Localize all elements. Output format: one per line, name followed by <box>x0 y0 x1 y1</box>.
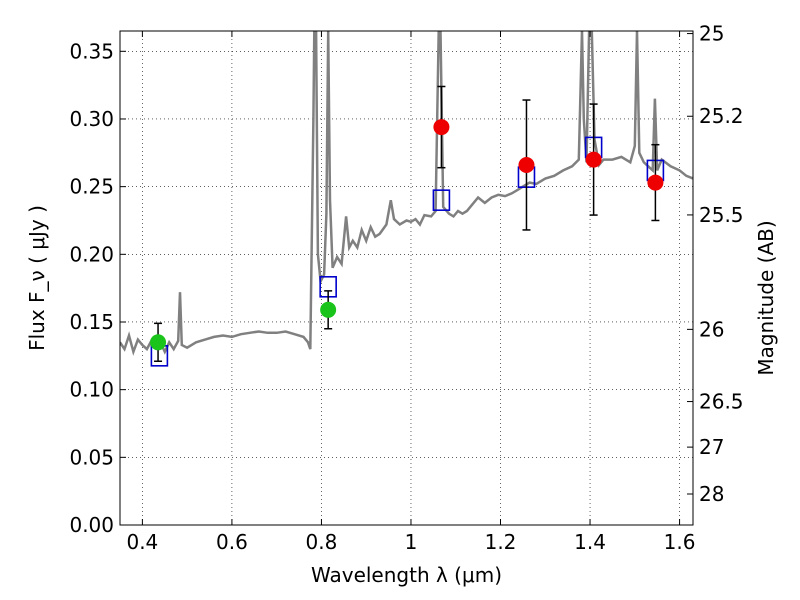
observed-photometry-series <box>150 119 664 351</box>
x-tick-label: 1 <box>405 530 418 554</box>
right-tick-label: 25 <box>699 22 724 46</box>
x-tick-label: 0.8 <box>306 530 338 554</box>
observed-point-red <box>647 174 664 191</box>
y-tick-label: 0.10 <box>69 378 114 402</box>
y-tick-label: 0.05 <box>69 445 114 469</box>
x-tick-label: 0.4 <box>126 530 158 554</box>
x-axis-title: Wavelength λ (μm) <box>311 563 502 587</box>
y-tick-label: 0.00 <box>69 513 114 537</box>
grid-lines <box>120 31 693 526</box>
spectrum-series <box>120 31 693 356</box>
observed-point-green <box>150 334 167 351</box>
right-axis-title: Magnitude (AB) <box>754 220 778 375</box>
y-tick-label: 0.35 <box>69 39 114 63</box>
model-point <box>432 189 451 211</box>
tick-labels: 0.4 0.6 0.8 1 1.2 1.4 1.6 0.00 0.05 0.10 0.15 0.20 0… <box>69 22 743 554</box>
right-tick-label: 28 <box>699 482 724 506</box>
y-tick-label: 0.15 <box>69 310 114 334</box>
y-axis-title: Flux F_ν ( μJy ) <box>25 205 49 351</box>
x-tick-label: 1.4 <box>574 530 606 554</box>
observed-point-red <box>433 119 450 136</box>
y-tick-label: 0.25 <box>69 175 114 199</box>
y-tick-label: 0.20 <box>69 242 114 266</box>
model-photometry-series <box>150 136 665 367</box>
observed-point-red <box>518 156 535 173</box>
x-tick-label: 1.2 <box>485 530 517 554</box>
x-tick-label: 0.6 <box>216 530 248 554</box>
right-tick-label: 27 <box>699 435 724 459</box>
observed-point-green <box>320 301 337 318</box>
right-tick-label: 25.5 <box>699 203 744 227</box>
right-tick-label: 26 <box>699 317 724 341</box>
axis-ticks <box>120 31 693 526</box>
plot-frame <box>119 30 694 526</box>
y-tick-label: 0.30 <box>69 107 114 131</box>
spectrum-line <box>120 31 693 356</box>
x-tick-label: 1.6 <box>664 530 696 554</box>
right-tick-label: 26.5 <box>699 390 744 414</box>
observed-point-red <box>585 151 602 168</box>
right-tick-label: 25.2 <box>699 104 744 128</box>
